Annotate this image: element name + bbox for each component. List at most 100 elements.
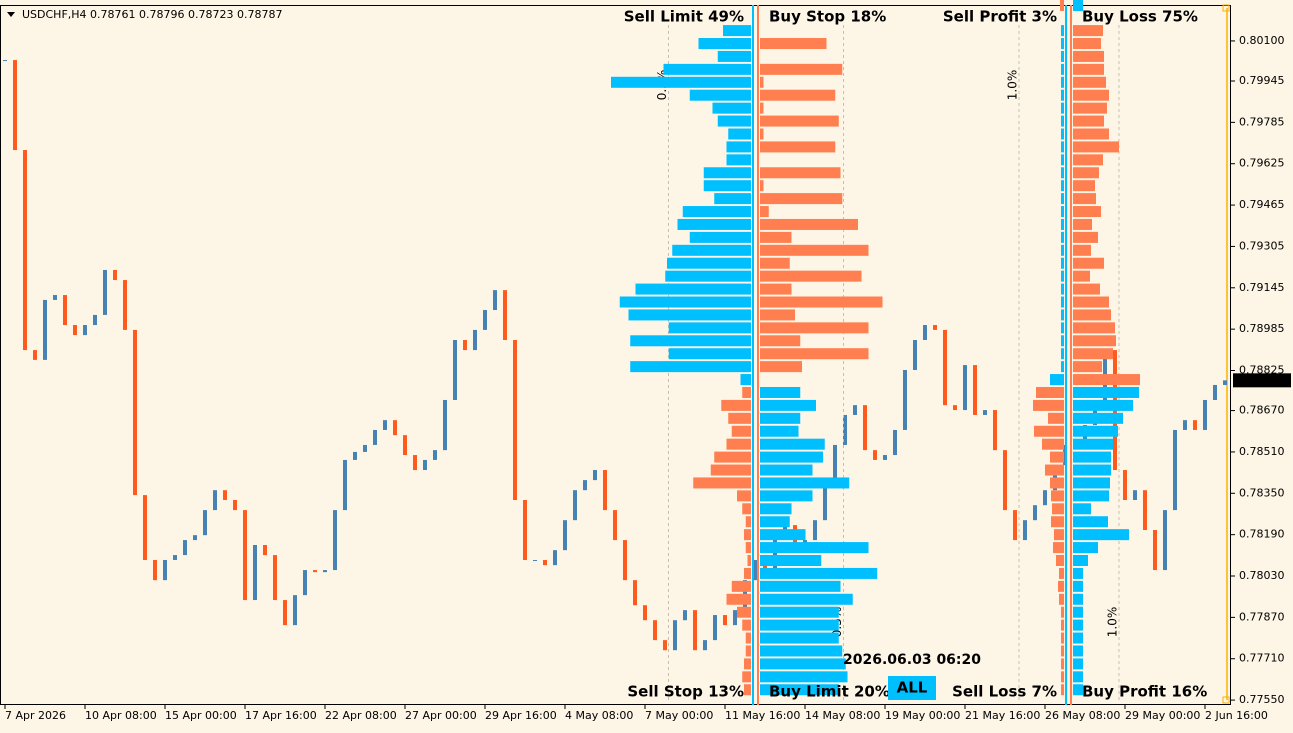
order-bar — [728, 412, 751, 424]
order-bar — [760, 322, 869, 334]
order-bar — [760, 529, 806, 541]
x-tick-label: 27 Apr 00:00 — [405, 709, 477, 722]
candle-body — [163, 559, 167, 581]
candle-body — [953, 405, 957, 411]
order-bar — [1061, 193, 1064, 205]
candle-body — [253, 544, 257, 601]
order-bar — [760, 115, 839, 127]
current-price-box — [1233, 373, 1291, 388]
candle-body — [673, 620, 677, 651]
y-tick-label: 0.78350 — [1239, 486, 1285, 499]
order-bar — [1061, 361, 1064, 373]
candle-body — [463, 340, 467, 351]
order-bar — [1073, 38, 1101, 50]
order-bar — [712, 102, 751, 114]
order-bar — [689, 231, 751, 243]
all-button-label[interactable]: ALL — [897, 679, 928, 697]
candle-body — [93, 314, 97, 326]
order-bar — [1053, 542, 1064, 554]
order-bar — [1059, 567, 1064, 579]
order-bar — [760, 38, 827, 50]
candle-body — [913, 340, 917, 370]
order-bar — [1054, 529, 1064, 541]
order-bar — [744, 529, 751, 541]
reference-label: 1.0% — [1006, 70, 1020, 101]
order-bar — [745, 542, 751, 554]
order-bar — [760, 684, 839, 696]
candle-body — [233, 500, 237, 511]
candle-body — [33, 350, 37, 360]
candle-body — [813, 520, 817, 541]
order-bar — [745, 632, 751, 644]
order-bar — [668, 322, 751, 334]
x-tick-label: 22 Apr 08:00 — [325, 709, 397, 722]
candle-body — [993, 410, 997, 451]
candle-body — [1123, 470, 1127, 501]
order-bar — [1061, 658, 1064, 670]
order-bar — [760, 270, 862, 282]
x-tick-label: 11 May 16:00 — [725, 709, 800, 722]
order-bar — [1073, 180, 1095, 192]
order-bar — [1073, 309, 1111, 321]
order-bar — [760, 218, 858, 230]
order-bar — [745, 516, 751, 528]
order-bar — [726, 593, 751, 605]
order-bar — [1073, 322, 1115, 334]
y-tick-label: 0.79145 — [1239, 281, 1285, 294]
order-bar — [760, 206, 769, 218]
candle-body — [643, 605, 647, 621]
order-bar — [1034, 425, 1064, 437]
order-bar — [760, 658, 846, 670]
order-bar — [760, 296, 883, 308]
order-bar — [742, 619, 751, 631]
candle-body — [903, 369, 907, 430]
order-bar — [1073, 206, 1101, 218]
candle-body — [273, 555, 277, 601]
order-bar — [1073, 128, 1109, 140]
order-bar — [1073, 632, 1083, 644]
order-bar — [760, 244, 869, 256]
candle-body — [883, 455, 887, 460]
order-bar — [630, 335, 751, 347]
order-bar — [668, 348, 751, 360]
order-bar — [760, 348, 869, 360]
candle-body — [1003, 450, 1007, 511]
order-bar — [1061, 206, 1064, 218]
order-bar — [1073, 503, 1091, 515]
candle-body — [663, 640, 667, 651]
candle-body — [1163, 510, 1167, 571]
x-tick-label: 21 May 16:00 — [965, 709, 1040, 722]
order-bar — [1061, 619, 1064, 631]
order-bar — [1073, 684, 1083, 696]
order-bar — [1050, 374, 1064, 386]
shift-handle — [1222, 696, 1230, 704]
all-button[interactable] — [888, 676, 936, 700]
order-bar — [717, 115, 751, 127]
candle-body — [343, 459, 347, 511]
order-bar — [1061, 141, 1064, 153]
order-bar — [1061, 632, 1064, 644]
candle-body — [43, 299, 47, 360]
order-bar — [1073, 25, 1103, 37]
candle-body — [1143, 490, 1147, 530]
order-bar — [1073, 231, 1098, 243]
order-bar — [1061, 296, 1064, 308]
order-bar — [1073, 193, 1096, 205]
candle-body — [873, 450, 877, 460]
order-header: Buy Loss 75% — [1082, 8, 1198, 26]
candle-body — [23, 150, 27, 351]
order-bar — [703, 167, 751, 179]
candle-body — [1033, 505, 1037, 521]
order-bar — [1061, 645, 1064, 657]
candle-body — [103, 269, 107, 315]
order-bar — [1073, 619, 1083, 631]
order-bar — [1073, 477, 1110, 489]
candle-body — [653, 620, 657, 641]
order-bar — [760, 464, 813, 476]
order-bar — [1061, 154, 1064, 166]
order-bar — [1061, 231, 1064, 243]
menu-arrow[interactable] — [7, 12, 15, 17]
candle-body — [223, 490, 227, 501]
symbol-info: USDCHF,H4 0.78761 0.78796 0.78723 0.7878… — [22, 8, 283, 21]
order-bar — [1061, 63, 1064, 75]
